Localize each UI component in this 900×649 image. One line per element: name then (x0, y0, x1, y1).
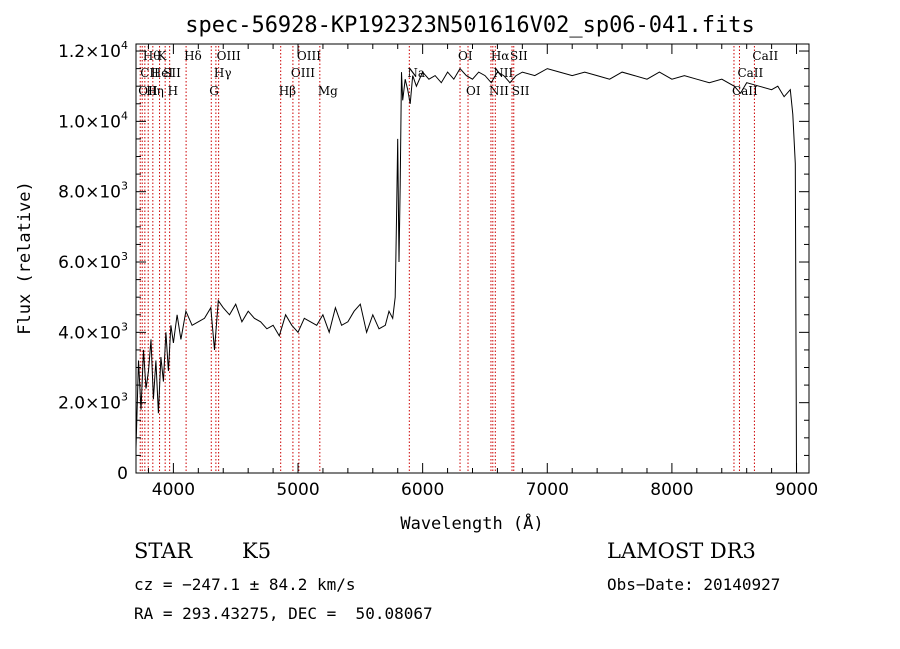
y-tick-label-5: 1.0×104 (58, 109, 128, 132)
spectral-line-label-20: Hα (491, 49, 510, 63)
spectral-line-label-26: CaII (752, 49, 778, 63)
coordinates: RA = 293.43275, DEC = 50.08067 (134, 604, 433, 623)
spectral-line-label-12: Hβ (279, 84, 296, 98)
spectrum-line (135, 67, 797, 474)
x-tick-label-1: 5000 (276, 480, 319, 500)
x-tick-label-3: 7000 (526, 480, 569, 500)
y-tick-label-6: 1.2×104 (58, 39, 128, 62)
spectral-line-label-8: Hδ (184, 49, 202, 63)
spectral-line-label-19: NII (489, 84, 509, 98)
object-class: STAR (134, 539, 193, 563)
spectral-line-label-18: OI (466, 84, 481, 98)
spectral-line-label-5: K (158, 49, 168, 63)
spectral-line-label-13: OIII (291, 66, 315, 80)
spectral-line-label-23: SII (512, 84, 530, 98)
y-tick-label-4: 8.0×103 (58, 180, 128, 203)
x-tick-label-0: 4000 (152, 480, 195, 500)
x-tick-label-5: 9000 (775, 480, 818, 500)
y-tick-label-2: 4.0×103 (58, 320, 128, 343)
y-axis-ticks: 0 2.0×103 4.0×103 6.0×103 8.0×103 1.0×104 1.2×… (58, 39, 809, 484)
spectral-line-label-3: Hη (146, 84, 164, 98)
spectral-line-label-0: OII (138, 84, 158, 98)
spectral-line-label-15: Mg (318, 84, 338, 98)
y-tick-label-1: 2.0×103 (58, 391, 128, 414)
x-tick-label-4: 8000 (650, 480, 693, 500)
spectral-line-label-1: CII (140, 66, 159, 80)
spectral-line-label-6: SII (163, 66, 181, 80)
spectral-line-label-7: H (168, 84, 178, 98)
spectral-line-label-9: G (209, 84, 219, 98)
spectral-line-label-22: SII (510, 49, 528, 63)
y-tick-label-3: 6.0×103 (58, 250, 128, 273)
spectral-line-label-17: OI (458, 49, 473, 63)
x-axis-label: Wavelength (Å) (400, 512, 543, 534)
object-subclass: K5 (242, 539, 272, 563)
spectral-line-label-10: Hγ (214, 66, 232, 80)
y-axis-label: Flux (relative) (15, 181, 35, 335)
x-tick-label-2: 6000 (401, 480, 444, 500)
observation-date: Obs−Date: 20140927 (607, 575, 781, 594)
spectral-line-markers: OIICIIHθHηHeIKSIIHHδGHγOIIIHβOIIIOIIIMgN… (138, 46, 778, 473)
spectral-line-label-24: CaII (732, 84, 758, 98)
spectral-line-label-4: HeI (151, 66, 174, 80)
x-axis-ticks: 4000 5000 6000 7000 8000 9000 (147, 44, 818, 500)
spectral-line-label-2: Hθ (143, 49, 161, 63)
survey-name: LAMOST DR3 (607, 539, 756, 563)
spectral-line-label-14: OIII (297, 49, 321, 63)
redshift-velocity: cz = −247.1 ± 84.2 km/s (134, 575, 356, 594)
chart-title: spec-56928-KP192323N501616V02_sp06-041.f… (185, 13, 755, 38)
plot-frame (135, 43, 810, 474)
spectral-line-label-11: OIII (217, 49, 241, 63)
spectral-line-label-21: NII (493, 66, 513, 80)
y-tick-label-0: 0 (117, 464, 128, 484)
spectral-line-label-25: CaII (737, 66, 763, 80)
